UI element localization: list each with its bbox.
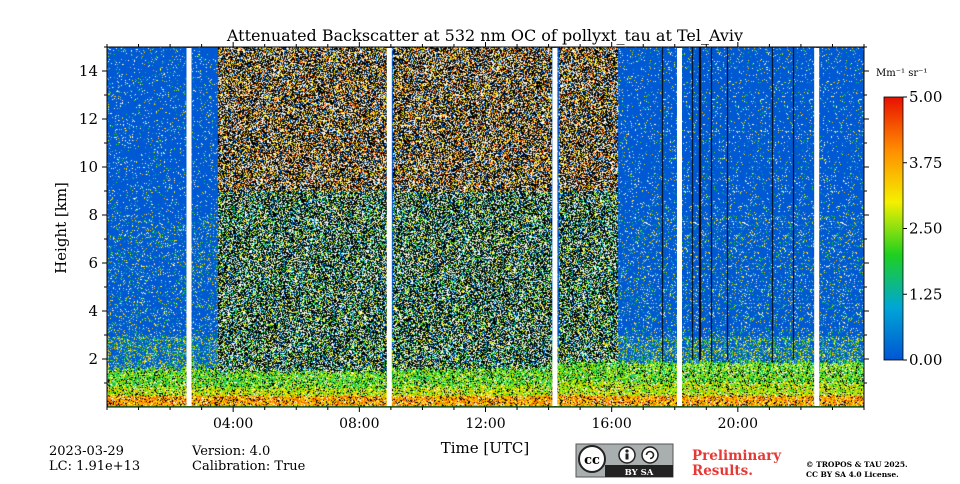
data-gap <box>386 48 392 406</box>
footer-lc: LC: 1.91e+13 <box>49 459 141 474</box>
y-tick-label: 12 <box>79 110 98 128</box>
cc-icon <box>578 445 606 473</box>
footer-date-block: 2023-03-29 LC: 1.91e+13 <box>49 444 140 474</box>
footer-date: 2023-03-29 <box>49 444 124 459</box>
x-tick-label: 08:00 <box>339 416 379 432</box>
colorbar-tick-label: 5.00 <box>909 88 942 106</box>
colorbar-tick-label: 2.50 <box>909 220 942 238</box>
y-tick-label: 10 <box>79 158 98 176</box>
x-tick-label: 20:00 <box>718 416 758 432</box>
preliminary-line1: Preliminary <box>692 448 782 464</box>
y-tick-label: 6 <box>88 254 98 272</box>
copyright-line1: © TROPOS & TAU 2025. <box>806 460 908 469</box>
data-gap <box>552 48 558 406</box>
y-tick-label: 14 <box>79 62 98 80</box>
data-gap <box>814 48 820 406</box>
colorbar-ticks: 0.00 1.25 2.50 3.75 5.00 <box>903 88 942 369</box>
footer-version: Version: 4.0 <box>192 444 271 459</box>
y-axis-ticks: 2 4 6 8 10 12 14 <box>79 46 869 384</box>
x-axis-label: Time [UTC] <box>441 439 530 457</box>
cc-by-sa-badge: cc BY SA <box>575 443 674 478</box>
backscatter-heatmap <box>107 47 864 407</box>
heatmap-container <box>107 47 864 407</box>
y-tick-label: 2 <box>88 350 98 368</box>
colorbar <box>883 96 904 361</box>
copyright-line2: CC BY SA 4.0 License. <box>806 470 899 479</box>
x-axis-ticks: 04:00 08:00 12:00 16:00 20:00 <box>106 42 865 432</box>
colorbar-unit: Mm⁻¹ sr⁻¹ <box>876 68 927 79</box>
share-alike-icon <box>641 446 659 464</box>
colorbar-tick-label: 3.75 <box>909 154 942 172</box>
y-tick-label: 8 <box>88 206 98 224</box>
svg-text:BY SA: BY SA <box>625 468 654 478</box>
footer-calibration: Calibration: True <box>192 459 306 474</box>
data-gap <box>676 48 682 406</box>
y-tick-label: 4 <box>88 302 98 320</box>
data-gap <box>186 48 192 406</box>
svg-text:cc: cc <box>584 453 600 468</box>
data-gaps <box>186 48 820 406</box>
footer-version-block: Version: 4.0 Calibration: True <box>192 444 305 474</box>
x-tick-label: 16:00 <box>591 416 631 432</box>
chart-title: Attenuated Backscatter at 532 nm OC of p… <box>226 26 743 45</box>
x-tick-label: 12:00 <box>465 416 505 432</box>
colorbar-tick-label: 0.00 <box>909 351 942 369</box>
copyright-note: © TROPOS & TAU 2025. CC BY SA 4.0 Licens… <box>806 460 908 480</box>
y-axis-label: Height [km] <box>52 182 70 274</box>
preliminary-line2: Results. <box>692 463 753 479</box>
x-tick-label: 04:00 <box>213 416 253 432</box>
preliminary-note: Preliminary Results. <box>692 449 781 479</box>
colorbar-tick-label: 1.25 <box>909 285 942 303</box>
